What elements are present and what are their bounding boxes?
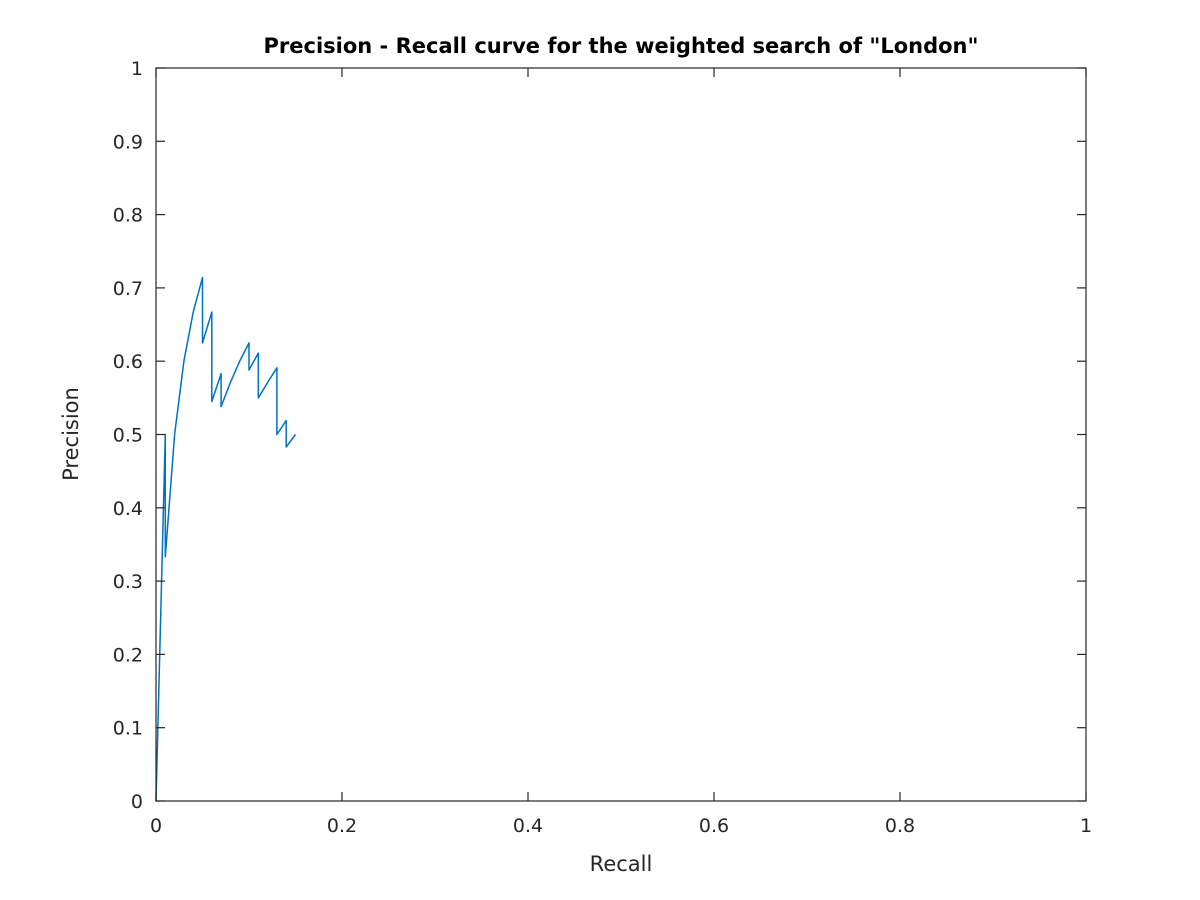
- y-tick-label: 0: [131, 791, 143, 813]
- x-tick-label: 0.2: [327, 815, 357, 837]
- y-tick-label: 0.9: [113, 131, 143, 153]
- plot-series: [155, 276, 297, 802]
- chart-title: Precision - Recall curve for the weighte…: [264, 34, 979, 58]
- x-tick-label: 0.4: [513, 815, 543, 837]
- y-ticks: 0 0.1 0.2 0.3 0.4 0.5 0.6 0.7 0.8 0.9 1: [113, 58, 1086, 813]
- y-tick-label: 0.3: [113, 571, 143, 593]
- y-axis-label: Precision: [59, 387, 83, 481]
- y-tick-label: 0.1: [113, 718, 143, 740]
- y-tick-label: 0.2: [113, 644, 143, 666]
- y-tick-label: 0.8: [113, 205, 143, 227]
- y-tick-label: 0.7: [113, 278, 143, 300]
- y-tick-label: 0.5: [113, 425, 143, 447]
- y-tick-label: 0.6: [113, 351, 143, 373]
- x-tick-label: 0.8: [885, 815, 915, 837]
- x-tick-label: 0.6: [699, 815, 729, 837]
- precision-recall-line: [155, 276, 297, 802]
- y-tick-label: 1: [131, 58, 143, 80]
- x-tick-label: 1: [1080, 815, 1092, 837]
- x-tick-label: 0: [150, 815, 162, 837]
- y-tick-label: 0.4: [113, 498, 143, 520]
- plot-area-background: [156, 68, 1086, 801]
- x-ticks: 0 0.2 0.4 0.6 0.8 1: [150, 68, 1092, 837]
- x-axis-label: Recall: [590, 852, 653, 876]
